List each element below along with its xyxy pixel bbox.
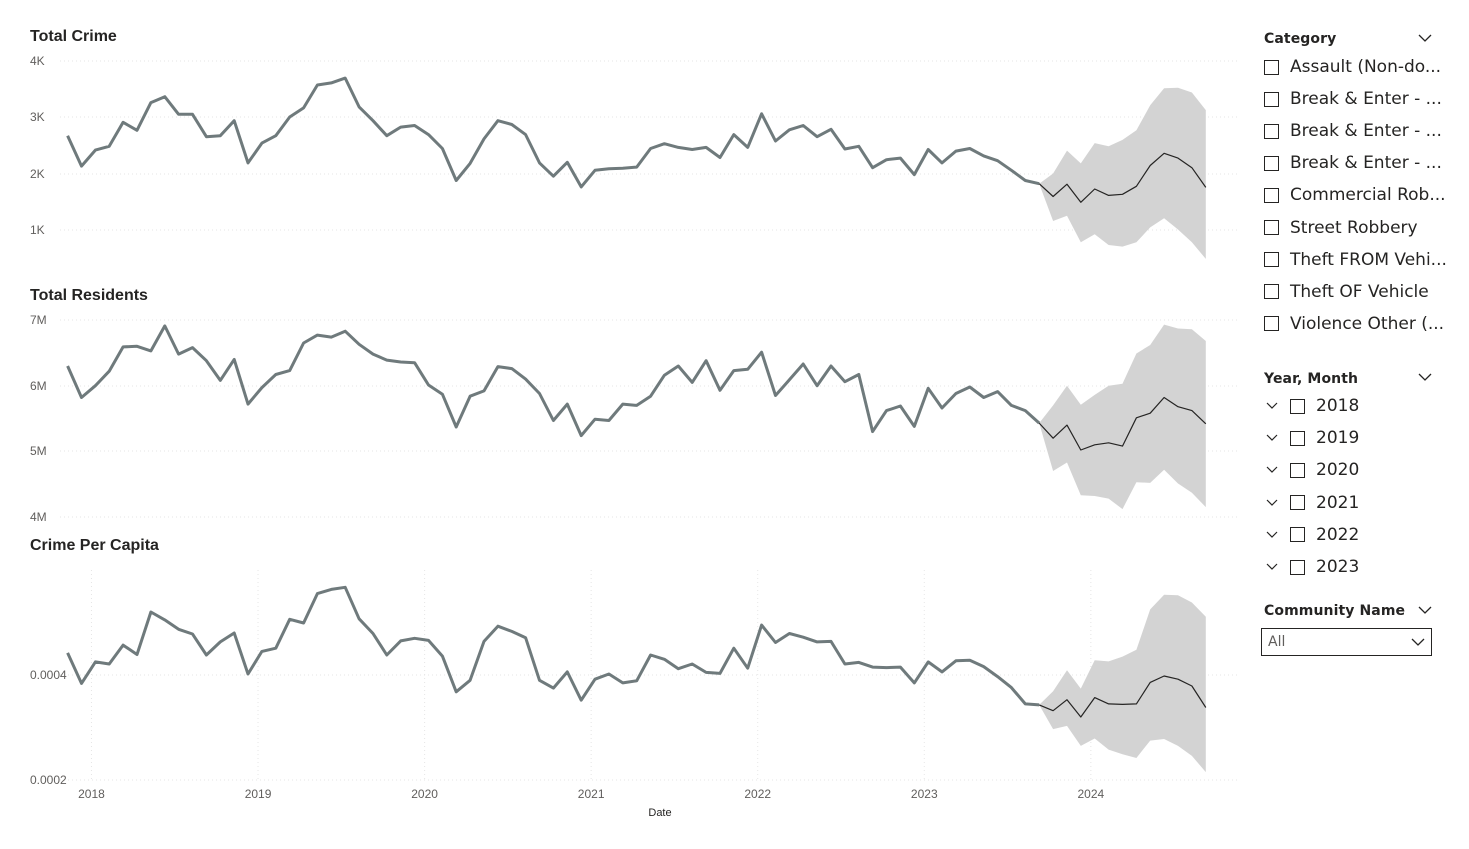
category-checkbox[interactable] (1264, 155, 1279, 171)
year-item[interactable]: 2020 (1264, 456, 1359, 484)
chart-panel-1: Total Crime 4K 3K 2K 1K (30, 28, 1240, 259)
year-item-label: 2023 (1316, 557, 1360, 577)
category-item-label: Break & Enter - ... (1290, 153, 1442, 174)
year-month-collapse-chevron-icon[interactable] (1418, 372, 1432, 382)
y-tick-label: 4K (30, 54, 45, 68)
category-checkbox[interactable] (1264, 284, 1279, 300)
year-item[interactable]: 2021 (1264, 489, 1359, 517)
x-tick-label: 2019 (245, 787, 272, 801)
category-item[interactable]: Break & Enter - ... (1264, 85, 1442, 113)
category-item[interactable]: Assault (Non-do... (1264, 53, 1441, 81)
category-checkbox[interactable] (1264, 220, 1279, 235)
y-tick-label: 5M (30, 444, 47, 458)
category-item-label: Theft FROM Vehi... (1290, 249, 1447, 270)
community-dropdown-value: All (1268, 634, 1286, 650)
year-item-label: 2022 (1316, 524, 1360, 545)
category-item[interactable]: Street Robbery (1264, 214, 1418, 242)
x-tick-label: 2024 (1077, 787, 1104, 801)
category-checkbox[interactable] (1264, 187, 1279, 203)
year-item[interactable]: 2022 (1264, 521, 1359, 549)
expand-chevron-icon[interactable] (1264, 559, 1280, 575)
year-checkbox[interactable] (1290, 430, 1305, 446)
x-tick-label: 2018 (78, 787, 105, 801)
x-tick-label: 2023 (911, 787, 938, 801)
charts-area: Total Crime 4K 3K 2K 1K Total Residents 7M 6M 5M… (30, 28, 1240, 819)
year-item-label: 2018 (1316, 396, 1360, 416)
category-item-label: Street Robbery (1290, 217, 1418, 238)
year-checkbox[interactable] (1290, 527, 1305, 543)
x-tick-label: 2021 (578, 787, 605, 801)
category-item-label: Assault (Non-do... (1290, 57, 1442, 77)
chart-title: Crime Per Capita (30, 537, 159, 554)
forecast-confidence-band (1039, 87, 1206, 259)
category-item-label: Violence Other (... (1290, 313, 1445, 334)
forecast-confidence-band (1039, 324, 1206, 510)
category-item[interactable]: Violence Other (... (1264, 310, 1444, 338)
x-axis-title: Date (648, 807, 671, 819)
expand-chevron-icon[interactable] (1264, 495, 1280, 511)
chart-title: Total Crime (30, 28, 117, 45)
chevron-down-icon (1411, 638, 1425, 646)
category-checkbox[interactable] (1264, 252, 1279, 268)
category-item[interactable]: Theft FROM Vehi... (1264, 246, 1447, 274)
year-checkbox[interactable] (1290, 495, 1305, 511)
year-item[interactable]: 2019 (1264, 424, 1359, 452)
forecast-confidence-band (1039, 594, 1206, 773)
y-tick-label: 3K (30, 110, 45, 124)
community-slicer-title: Community Name (1264, 603, 1406, 619)
y-tick-label: 6M (30, 379, 47, 393)
category-collapse-chevron-icon[interactable] (1418, 33, 1432, 43)
category-item[interactable]: Theft OF Vehicle (1264, 278, 1429, 306)
category-checkbox[interactable] (1264, 316, 1279, 332)
year-item[interactable]: 2018 (1264, 392, 1359, 420)
year-month-slicer-title: Year, Month (1264, 371, 1359, 387)
y-tick-label: 4M (30, 510, 47, 524)
year-checkbox[interactable] (1290, 398, 1305, 414)
y-tick-label: 1K (30, 223, 45, 237)
y-tick-label: 0.0004 (30, 668, 67, 682)
y-tick-label: 0.0002 (30, 773, 67, 787)
y-tick-label: 7M (30, 313, 47, 327)
category-checkbox[interactable] (1264, 91, 1279, 107)
chart-panel-3: Crime Per Capita 0.0004 0.0002 (30, 537, 1240, 787)
category-item-label: Theft OF Vehicle (1290, 281, 1429, 302)
expand-chevron-icon[interactable] (1264, 398, 1280, 414)
year-item[interactable]: 2023 (1264, 553, 1359, 581)
category-slicer-title: Category (1264, 31, 1337, 47)
actual-series-line (66, 585, 1040, 707)
year-checkbox[interactable] (1290, 462, 1305, 478)
category-item[interactable]: Break & Enter - ... (1264, 117, 1442, 145)
expand-chevron-icon[interactable] (1264, 430, 1280, 446)
chart-title: Total Residents (30, 287, 148, 304)
y-tick-label: 2K (30, 167, 45, 181)
category-item-label: Break & Enter - ... (1290, 89, 1442, 110)
year-checkbox[interactable] (1290, 559, 1305, 575)
chart-panel-2: Total Residents 7M 6M 5M 4M (30, 287, 1240, 524)
year-item-label: 2021 (1316, 492, 1360, 513)
x-tick-label: 2022 (744, 787, 771, 801)
actual-series-line (66, 76, 1040, 189)
forecast-series-line (1038, 396, 1207, 451)
category-item-label: Commercial Rob... (1290, 185, 1446, 206)
category-item[interactable]: Break & Enter - ... (1264, 149, 1442, 177)
expand-chevron-icon[interactable] (1264, 527, 1280, 543)
category-item[interactable]: Commercial Rob... (1264, 181, 1446, 209)
forecast-series-line (1038, 675, 1207, 718)
year-item-label: 2020 (1316, 460, 1360, 481)
actual-series-line (66, 324, 1041, 438)
category-checkbox[interactable] (1264, 59, 1279, 75)
category-item-label: Break & Enter - ... (1290, 121, 1442, 142)
x-axis: 2018 2019 2020 2021 2022 2023 2024 Date (78, 787, 1104, 819)
community-collapse-chevron-icon[interactable] (1418, 605, 1432, 615)
expand-chevron-icon[interactable] (1264, 462, 1280, 478)
year-item-label: 2019 (1316, 428, 1360, 449)
x-tick-label: 2020 (411, 787, 438, 801)
community-dropdown[interactable]: All (1261, 628, 1432, 656)
category-checkbox[interactable] (1264, 123, 1279, 139)
forecast-series-line (1038, 152, 1207, 203)
